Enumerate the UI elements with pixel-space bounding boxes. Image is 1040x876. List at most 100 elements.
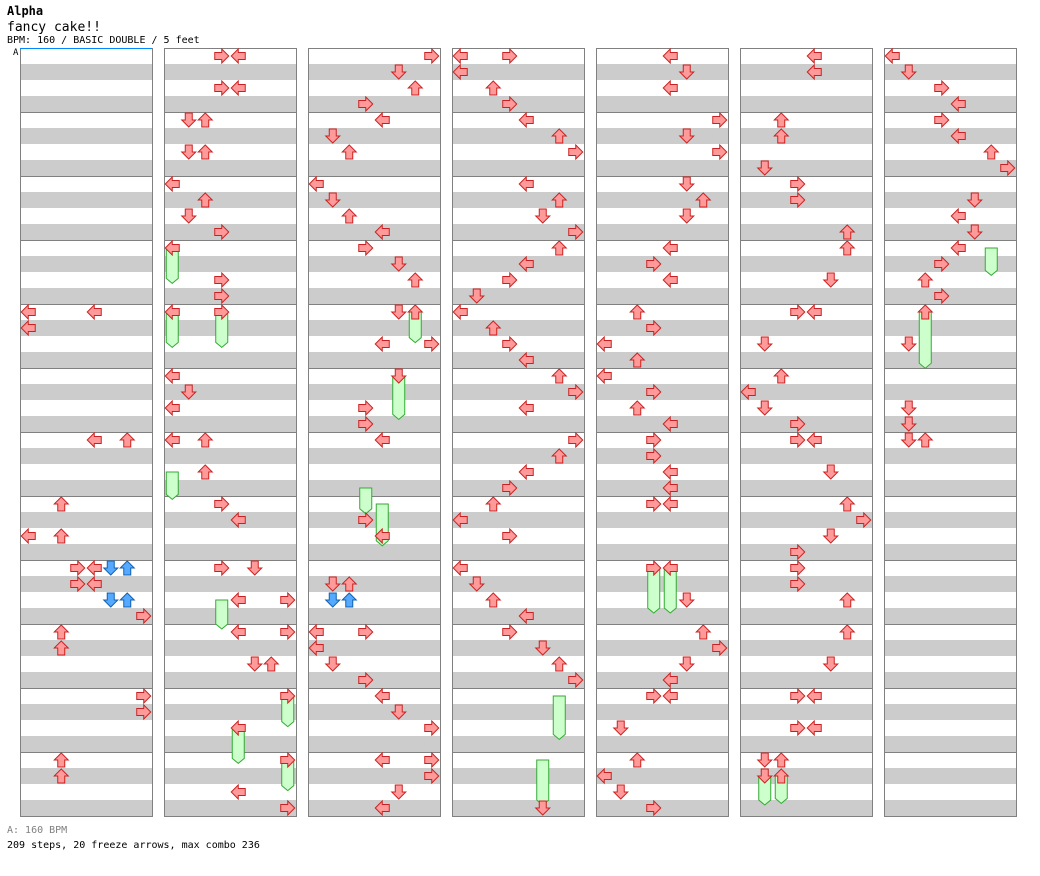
beat-row — [596, 304, 728, 320]
beat-row — [308, 304, 440, 320]
beat-row — [452, 800, 584, 816]
beat-row — [20, 160, 152, 176]
arrow-left-icon — [374, 111, 390, 129]
arrow-left-icon — [518, 111, 534, 129]
beat-row — [308, 800, 440, 816]
arrow-right-icon — [790, 175, 806, 193]
arrow-right-icon — [646, 431, 662, 449]
beat-row — [452, 464, 584, 480]
arrow-down-icon — [390, 256, 407, 272]
arrow-right-icon — [214, 303, 230, 321]
beat-row — [740, 400, 872, 416]
beat-row — [596, 720, 728, 736]
beat-row — [740, 768, 872, 784]
beat-row — [308, 64, 440, 80]
arrow-right-icon — [358, 399, 374, 417]
beat-row — [164, 608, 296, 624]
arrow-down-icon — [678, 64, 695, 80]
arrow-up-icon — [407, 304, 424, 320]
beat-row — [164, 64, 296, 80]
beat-row — [884, 128, 1016, 144]
beat-row — [740, 432, 872, 448]
beat-row — [308, 128, 440, 144]
beat-row — [884, 112, 1016, 128]
arrow-left-icon — [164, 367, 180, 385]
beat-row — [308, 640, 440, 656]
beat-row — [20, 176, 152, 192]
arrow-left-icon — [374, 687, 390, 705]
beat-row — [308, 272, 440, 288]
beat-row — [884, 784, 1016, 800]
beat-row — [308, 752, 440, 768]
beat-row — [20, 400, 152, 416]
freeze-arrow — [918, 311, 932, 369]
arrow-up-icon — [53, 640, 70, 656]
beat-row — [164, 576, 296, 592]
beat-row — [20, 240, 152, 256]
beat-row — [884, 720, 1016, 736]
beat-row — [884, 592, 1016, 608]
beat-row — [884, 496, 1016, 512]
beat-row — [740, 224, 872, 240]
arrow-down-icon — [324, 128, 341, 144]
beat-row — [884, 480, 1016, 496]
arrow-up-icon — [197, 112, 214, 128]
beat-row — [308, 544, 440, 560]
beat-row — [740, 464, 872, 480]
beat-row — [596, 528, 728, 544]
beat-row — [20, 576, 152, 592]
beat-row — [596, 448, 728, 464]
beat-row — [164, 688, 296, 704]
beat-row — [884, 704, 1016, 720]
beat-row — [308, 720, 440, 736]
arrow-right-icon — [502, 527, 518, 545]
arrow-up-icon — [197, 464, 214, 480]
beat-row — [164, 96, 296, 112]
beat-row — [308, 448, 440, 464]
beat-row — [596, 144, 728, 160]
arrow-down-icon — [822, 464, 839, 480]
beat-row — [164, 480, 296, 496]
beat-row — [164, 800, 296, 816]
arrow-up-icon — [773, 752, 790, 768]
arrow-left-icon — [452, 303, 468, 321]
beat-row — [20, 96, 152, 112]
beat-row — [452, 576, 584, 592]
arrow-up-icon — [839, 624, 856, 640]
beat-row — [740, 480, 872, 496]
arrow-down-icon — [534, 800, 551, 816]
beat-row — [452, 624, 584, 640]
beat-row — [20, 64, 152, 80]
arrow-down-icon — [900, 416, 917, 432]
beat-row — [740, 192, 872, 208]
beat-row — [740, 352, 872, 368]
beat-row — [596, 384, 728, 400]
beat-row — [740, 320, 872, 336]
arrow-down-icon — [678, 208, 695, 224]
beat-row — [884, 160, 1016, 176]
beat-row — [20, 320, 152, 336]
arrow-down-icon — [822, 272, 839, 288]
beat-row — [308, 208, 440, 224]
beat-row — [452, 160, 584, 176]
beat-row — [308, 336, 440, 352]
beat-row — [596, 800, 728, 816]
arrow-left-icon — [662, 79, 678, 97]
beat-row — [20, 496, 152, 512]
arrow-down-icon — [966, 224, 983, 240]
beat-row — [164, 752, 296, 768]
beat-row — [164, 448, 296, 464]
arrow-left-icon — [230, 783, 246, 801]
beat-row — [884, 144, 1016, 160]
arrow-down-icon — [612, 720, 629, 736]
arrow-up-icon — [917, 272, 934, 288]
beat-row — [884, 400, 1016, 416]
beat-row — [740, 288, 872, 304]
arrow-right-icon — [790, 191, 806, 209]
beat-row — [308, 656, 440, 672]
arrow-right-icon — [424, 47, 440, 65]
arrow-left-icon — [662, 415, 678, 433]
beat-row — [164, 512, 296, 528]
arrow-down-icon — [180, 112, 197, 128]
arrow-right-icon — [934, 287, 950, 305]
